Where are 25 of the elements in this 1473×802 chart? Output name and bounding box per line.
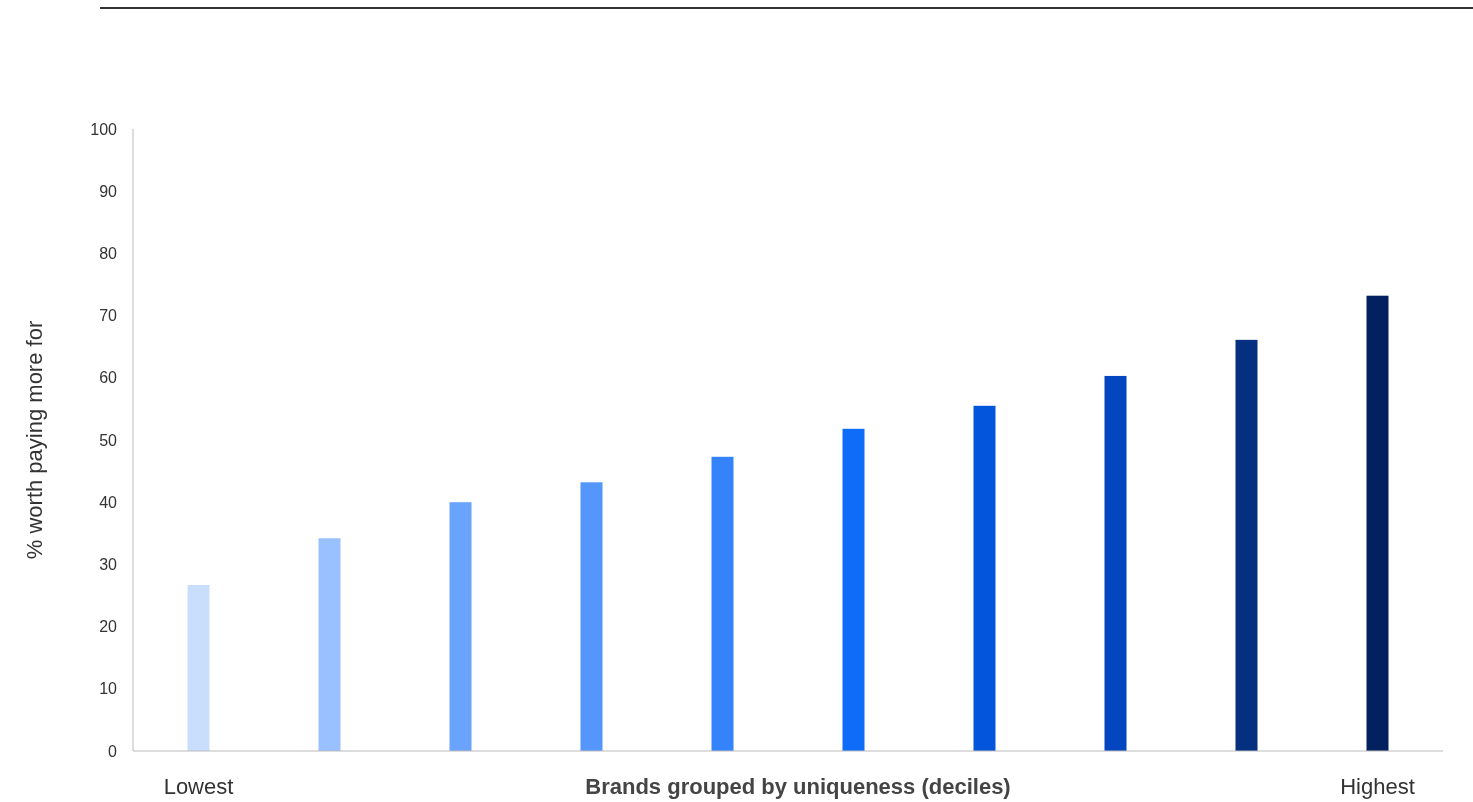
bar bbox=[842, 428, 865, 751]
bar bbox=[449, 502, 472, 751]
y-tick-label: 90 bbox=[99, 182, 118, 200]
y-axis-title: % worth paying more for bbox=[22, 320, 47, 560]
x-tick-label: Lowest bbox=[163, 774, 234, 799]
y-tick-label: 20 bbox=[99, 618, 118, 636]
x-tick-label: Highest bbox=[1340, 774, 1415, 799]
y-tick-label: 70 bbox=[99, 307, 118, 325]
bar bbox=[1235, 339, 1258, 751]
y-tick-label: 60 bbox=[99, 369, 118, 387]
y-tick-label: 10 bbox=[99, 680, 118, 698]
y-tick-label: 0 bbox=[108, 742, 118, 760]
y-tick-label: 100 bbox=[90, 120, 118, 138]
bar bbox=[187, 584, 210, 751]
y-tick-label: 80 bbox=[99, 245, 118, 262]
y-tick-label: 40 bbox=[99, 493, 118, 511]
x-axis-title: Brands grouped by uniqueness (deciles) bbox=[585, 774, 1011, 799]
bar bbox=[580, 482, 603, 751]
y-tick-label: 30 bbox=[99, 556, 118, 573]
bar bbox=[1104, 375, 1127, 751]
bar bbox=[711, 456, 734, 751]
bar bbox=[1366, 295, 1389, 751]
bar bbox=[973, 405, 996, 751]
bar bbox=[318, 538, 341, 751]
y-tick-label: 50 bbox=[99, 431, 118, 449]
